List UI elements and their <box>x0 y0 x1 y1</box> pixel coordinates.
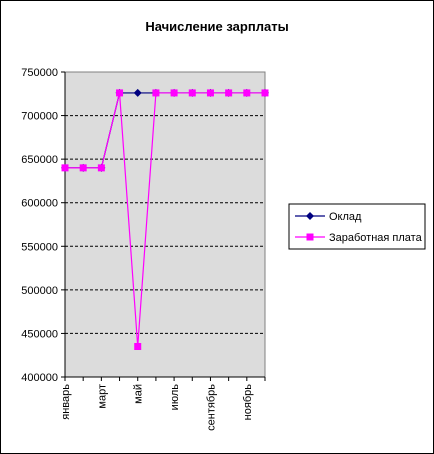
x-tick-label: ноябрь <box>242 384 254 421</box>
series-1-point <box>243 89 251 97</box>
series-1-point <box>116 89 124 97</box>
series-1-point <box>206 89 214 97</box>
plot-area <box>64 71 266 378</box>
y-tick-labels: 400000 450000 500000 550000 600000 650000 7000… <box>21 67 58 384</box>
series-1-point <box>152 89 160 97</box>
y-tick-label: 500000 <box>21 285 58 297</box>
legend-marker-salary <box>306 233 314 241</box>
x-tick-label: сентябрь <box>205 384 217 431</box>
series-1-point <box>97 164 105 172</box>
legend-box <box>288 203 426 250</box>
series-0-point <box>133 88 142 97</box>
legend-marker-oklad <box>306 212 314 220</box>
legend-label-oklad: Оклад <box>329 211 362 223</box>
legend-label-salary: Заработная плата <box>329 232 423 244</box>
y-tick-label: 550000 <box>21 241 58 253</box>
series-1-point <box>261 89 269 97</box>
grid-layer <box>65 115 265 334</box>
y-tick-label: 600000 <box>21 198 58 210</box>
series-1-point <box>61 164 69 172</box>
chart-title: Начисление зарплаты <box>145 19 288 34</box>
series-1-point <box>134 343 142 350</box>
y-tick-label: 750000 <box>21 67 58 79</box>
x-tick-label: май <box>133 384 145 404</box>
x-tick-label: январь <box>60 384 72 420</box>
series-1-point <box>225 89 233 97</box>
series-layer <box>61 88 269 350</box>
axis-layer <box>61 71 266 381</box>
y-tick-label: 450000 <box>21 328 58 340</box>
x-tick-labels: январь март май июль сентябрь ноябрь <box>60 384 254 431</box>
series-1-point <box>79 164 87 172</box>
x-tick-label: март <box>96 384 108 409</box>
y-tick-label: 700000 <box>21 111 58 123</box>
y-tick-label: 400000 <box>21 372 58 384</box>
series-1-point <box>170 89 178 97</box>
legend: Оклад Заработная плата <box>288 203 426 250</box>
series-1-point <box>188 89 196 97</box>
y-tick-label: 650000 <box>21 154 58 166</box>
x-tick-label: июль <box>169 384 181 411</box>
